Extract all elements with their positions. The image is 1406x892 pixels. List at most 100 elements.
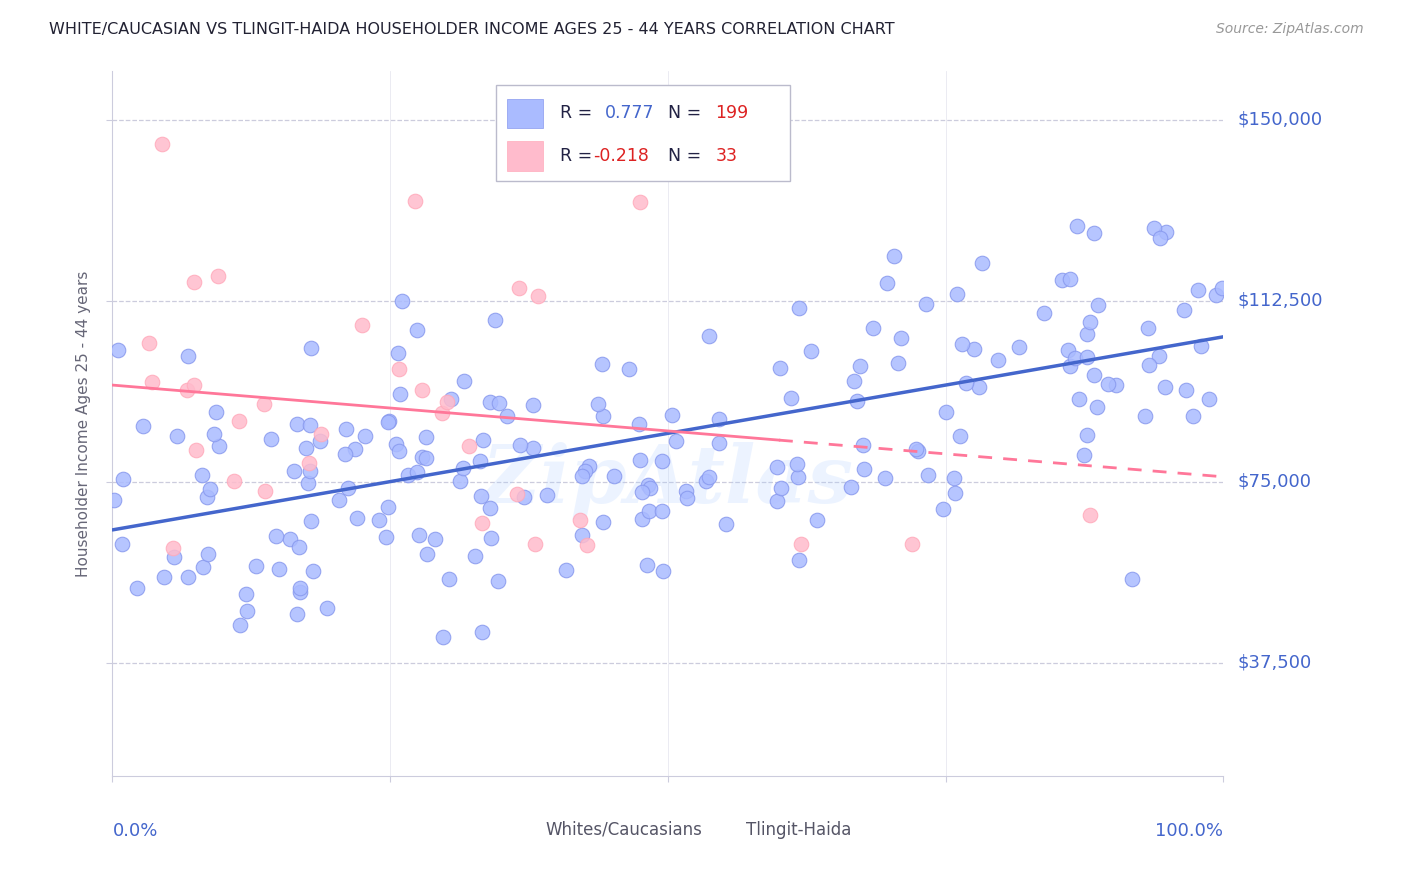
Point (505, 487, 527, 501)
Point (522, 441, 544, 455)
Point (875, 471, 897, 485)
Point (301, 564, 323, 578)
Point (1059, 272, 1081, 286)
Point (388, 387, 411, 401)
Point (125, 582, 148, 596)
Point (388, 361, 411, 376)
Point (714, 517, 737, 532)
Point (1187, 283, 1209, 297)
Point (177, 570, 200, 584)
Point (436, 395, 458, 409)
Point (163, 550, 186, 565)
Point (651, 504, 673, 518)
Point (295, 441, 318, 455)
Point (107, 343, 129, 357)
Point (955, 376, 977, 390)
Point (288, 585, 311, 599)
Point (536, 488, 558, 502)
Point (471, 433, 494, 447)
Point (377, 415, 399, 429)
Point (945, 287, 967, 301)
Text: 199: 199 (716, 104, 749, 122)
Point (299, 342, 322, 356)
Point (439, 392, 461, 406)
Point (842, 374, 865, 388)
Point (1121, 572, 1143, 586)
Point (152, 136, 174, 151)
Point (316, 600, 339, 615)
Text: Whites/Caucasians: Whites/Caucasians (546, 821, 703, 838)
Point (786, 457, 808, 471)
Bar (707, 816, 738, 843)
Point (260, 433, 283, 447)
Point (1147, 349, 1170, 363)
Point (769, 361, 792, 376)
Point (1007, 340, 1029, 354)
Point (766, 460, 789, 475)
Point (464, 549, 486, 564)
Point (790, 537, 813, 551)
Point (254, 483, 277, 498)
Point (198, 482, 221, 496)
Point (408, 527, 430, 541)
Point (333, 447, 356, 461)
Point (862, 320, 884, 334)
Point (661, 409, 683, 423)
Point (111, 537, 134, 551)
Point (631, 484, 654, 499)
Point (186, 443, 208, 458)
Point (652, 565, 675, 579)
Point (651, 454, 673, 468)
Point (177, 349, 200, 363)
Text: $112,500: $112,500 (1237, 292, 1323, 310)
Text: N =: N = (668, 147, 707, 165)
Y-axis label: Householder Income Ages 25 - 44 years: Householder Income Ages 25 - 44 years (76, 270, 91, 577)
Point (1078, 508, 1101, 523)
Point (904, 442, 927, 456)
Point (415, 547, 437, 561)
Point (1066, 219, 1088, 233)
Point (1076, 427, 1098, 442)
Point (638, 481, 661, 495)
Point (368, 513, 391, 527)
Point (1173, 302, 1195, 317)
Point (208, 438, 231, 452)
Point (619, 361, 641, 376)
Bar (506, 142, 544, 171)
Point (1105, 378, 1128, 392)
Point (523, 537, 546, 551)
Text: 0.0%: 0.0% (112, 822, 157, 840)
Point (1087, 298, 1109, 312)
Point (253, 397, 276, 411)
Point (942, 471, 965, 485)
Text: $150,000: $150,000 (1237, 111, 1323, 128)
Point (508, 280, 530, 294)
Point (411, 450, 433, 464)
Text: 0.777: 0.777 (605, 104, 654, 122)
Point (665, 434, 688, 449)
Point (630, 512, 652, 526)
Point (229, 618, 252, 632)
Point (183, 275, 205, 289)
Point (132, 419, 155, 434)
Point (839, 480, 862, 494)
Point (1076, 350, 1098, 364)
Point (883, 249, 905, 263)
Text: R =: R = (560, 104, 598, 122)
Point (430, 407, 453, 421)
Point (1137, 358, 1160, 372)
Point (309, 434, 332, 448)
Point (141, 375, 163, 389)
Point (1182, 409, 1205, 423)
Point (191, 560, 214, 574)
Point (264, 529, 287, 543)
Point (112, 472, 135, 486)
Point (453, 374, 475, 388)
Point (1097, 377, 1119, 392)
Point (509, 438, 531, 452)
Point (298, 464, 321, 478)
Point (285, 417, 308, 431)
Point (388, 443, 411, 458)
Point (766, 494, 789, 508)
Point (574, 464, 596, 478)
